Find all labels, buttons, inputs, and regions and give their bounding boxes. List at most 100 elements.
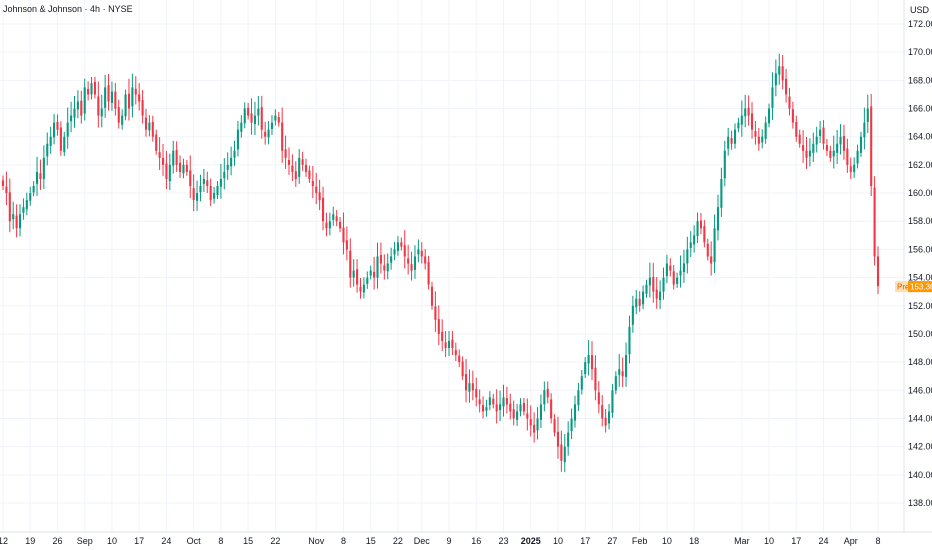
candle-body xyxy=(362,284,365,293)
candle xyxy=(441,319,444,352)
candle-body xyxy=(822,127,825,144)
candle xyxy=(335,210,338,227)
x-tick-label: 17 xyxy=(134,536,144,546)
candle-body xyxy=(379,255,382,264)
candle xyxy=(771,72,774,120)
candle xyxy=(97,81,100,128)
candle-body xyxy=(761,136,764,143)
candle xyxy=(570,408,573,440)
candle xyxy=(274,109,277,126)
candle xyxy=(744,94,747,128)
candle xyxy=(373,256,376,290)
y-tick-label: 146.00 xyxy=(908,385,932,395)
candle-body xyxy=(223,171,226,179)
candle-body xyxy=(798,134,801,144)
candle xyxy=(22,198,25,220)
candle-body xyxy=(556,431,560,447)
x-tick-label: Sep xyxy=(77,536,93,546)
candle-body xyxy=(386,263,389,272)
chart-title: Johnson & Johnson · 4h · NYSE xyxy=(3,4,133,14)
candle xyxy=(243,102,246,129)
x-tick-label: 15 xyxy=(366,536,376,546)
candle xyxy=(76,90,79,119)
candle xyxy=(488,391,491,411)
candle-body xyxy=(144,117,148,130)
candle xyxy=(471,370,474,401)
candle-body xyxy=(628,326,631,355)
candle-body xyxy=(304,164,308,172)
y-tick-label: 138.00 xyxy=(908,498,932,508)
candle xyxy=(846,138,849,173)
candle-body xyxy=(458,355,461,363)
candle-body xyxy=(321,197,325,222)
candle-body xyxy=(420,250,423,257)
candle-body xyxy=(373,271,376,278)
candle-body xyxy=(825,145,828,151)
candle xyxy=(475,377,478,407)
x-tick-label: 8 xyxy=(218,536,223,546)
candle xyxy=(209,178,212,207)
candle xyxy=(104,74,107,118)
time-axis[interactable]: 12 19 26 Sep 10 17 24 Oct 8 15 22 Nov 8 15 22 Dec 9 16 23 2… xyxy=(0,536,881,546)
candle xyxy=(430,281,434,310)
candle xyxy=(83,78,86,121)
candle-body xyxy=(733,129,737,144)
candle xyxy=(607,403,611,430)
candle-body xyxy=(720,178,723,208)
candle xyxy=(284,135,287,169)
candle-body xyxy=(233,150,236,158)
candle xyxy=(93,76,96,99)
candle xyxy=(8,178,11,233)
candle xyxy=(638,291,641,312)
candle-body xyxy=(778,66,781,75)
candle xyxy=(63,131,66,157)
candle-body xyxy=(100,108,103,117)
candle xyxy=(478,389,481,413)
candle-body xyxy=(563,446,566,463)
candle-body xyxy=(253,115,257,125)
candle xyxy=(383,254,386,280)
candle xyxy=(832,135,835,169)
y-tick-label: 168.00 xyxy=(908,75,932,85)
candle xyxy=(376,242,379,289)
candle-body xyxy=(679,270,682,276)
candle-body xyxy=(325,222,328,229)
candle-body xyxy=(97,96,100,116)
candle xyxy=(839,124,842,155)
candle-body xyxy=(117,107,120,123)
candle xyxy=(107,74,110,111)
candle xyxy=(178,155,182,178)
x-tick-label: 22 xyxy=(393,536,403,546)
candle xyxy=(458,349,461,368)
candle xyxy=(25,192,28,216)
y-tick-label: 144.00 xyxy=(908,413,932,423)
candle-body xyxy=(352,270,355,278)
candle xyxy=(87,81,90,101)
candle-body xyxy=(5,186,8,194)
candle-body xyxy=(464,374,468,391)
candle xyxy=(492,393,495,409)
candle xyxy=(131,73,134,118)
candle-body xyxy=(829,150,832,158)
candle xyxy=(767,103,771,128)
candle-body xyxy=(110,91,114,103)
x-tick-label: 9 xyxy=(447,536,452,546)
price-axis[interactable]: 138.00 140.00 142.00 144.00 146.00 148.00 150.… xyxy=(908,19,932,508)
candle xyxy=(716,194,720,241)
candle-body xyxy=(390,256,393,263)
candle-body xyxy=(104,87,107,108)
candle xyxy=(761,129,764,149)
candle-body xyxy=(32,186,35,193)
candle-body xyxy=(25,200,28,210)
candle-body xyxy=(339,221,342,229)
x-tick-label: 17 xyxy=(580,536,590,546)
candle-body xyxy=(356,269,359,285)
candle-body xyxy=(29,193,32,201)
candle xyxy=(696,212,699,244)
candle xyxy=(216,181,219,200)
candle xyxy=(339,217,342,233)
candle-body xyxy=(499,404,502,411)
candle xyxy=(539,394,542,428)
candle xyxy=(189,155,192,199)
